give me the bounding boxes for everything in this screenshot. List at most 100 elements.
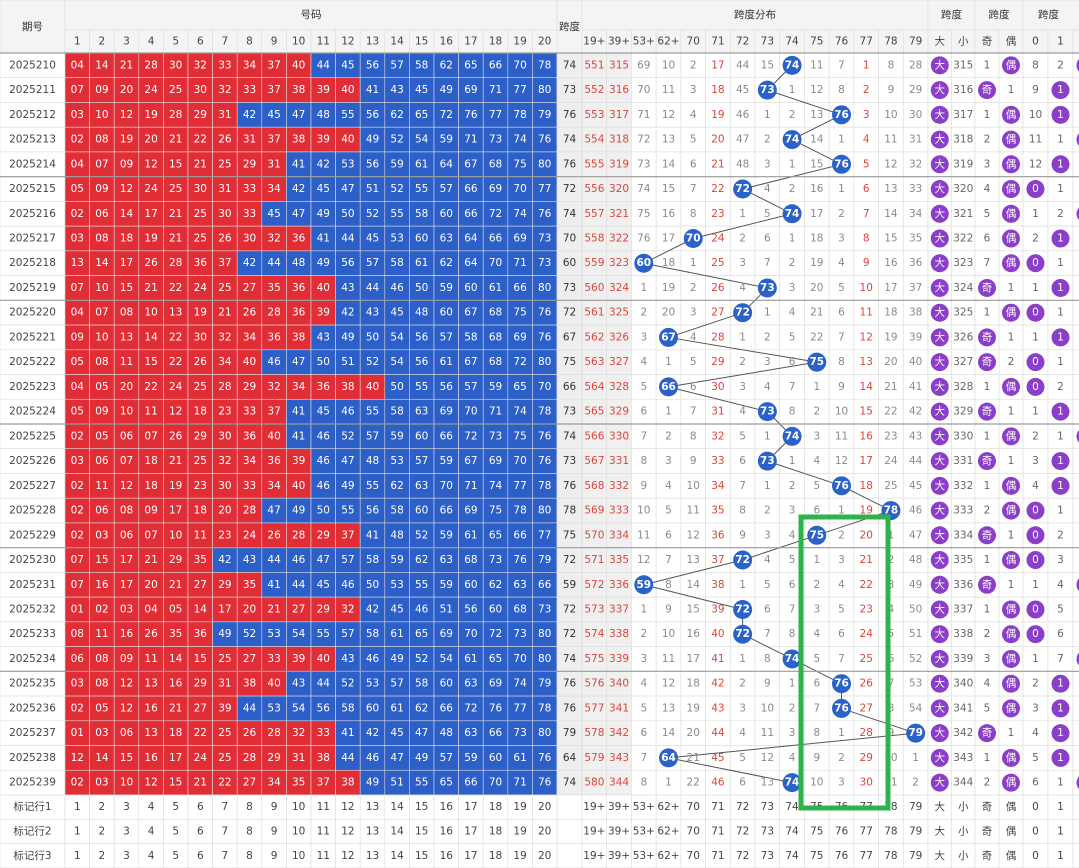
number: 66 (464, 208, 478, 220)
dist-col-label: 19+ (583, 850, 605, 862)
number: 80 (538, 727, 551, 739)
number: 25 (169, 183, 182, 195)
bs-miss: 330 (953, 430, 973, 442)
dist-miss: 323 (609, 257, 629, 269)
number: 04 (71, 59, 85, 71)
dist-miss: 50 (909, 604, 922, 616)
bs-col-label: 小 (958, 801, 969, 813)
dist-miss: 327 (609, 356, 629, 368)
number: 70 (513, 59, 526, 71)
number: 55 (415, 381, 428, 393)
number: 07 (144, 529, 157, 541)
cell (853, 324, 879, 351)
dist-miss: 28 (909, 59, 922, 71)
dist-miss: 17 (884, 282, 897, 294)
number: 59 (390, 554, 403, 566)
number: 39 (292, 455, 305, 467)
number: 60 (464, 579, 477, 591)
number: 43 (317, 331, 330, 343)
period-id: 2025232 (9, 604, 56, 616)
number: 77 (538, 183, 551, 195)
cell (705, 126, 731, 153)
bs-miss: 325 (953, 307, 973, 319)
number: 36 (292, 282, 306, 294)
number: 03 (71, 678, 84, 690)
number: 57 (464, 381, 477, 393)
number: 54 (440, 653, 454, 665)
oe-miss: 1 (1008, 529, 1015, 541)
number: 37 (218, 257, 231, 269)
oe-miss: 1 (984, 604, 991, 616)
bs-miss: 319 (953, 158, 973, 170)
mod-col-label: 0 (1032, 36, 1039, 48)
dist-miss: 2 (764, 331, 771, 343)
cell (779, 102, 805, 128)
dist-col-label: 76 (835, 36, 849, 48)
number: 07 (71, 84, 84, 96)
dist-miss: 1 (764, 307, 771, 319)
period-id: 2025225 (9, 430, 56, 442)
number-cell (89, 102, 115, 128)
cell (64, 0, 558, 31)
number: 68 (489, 307, 502, 319)
number: 62 (415, 554, 428, 566)
span-value: 73 (563, 282, 576, 294)
number-cell (64, 201, 90, 227)
dist-miss: 13 (687, 554, 700, 566)
mod-miss: 11 (1029, 134, 1042, 146)
number: 36 (317, 381, 331, 393)
cell (705, 250, 731, 276)
span-value: 72 (563, 307, 576, 319)
bs-hit: 大 (935, 330, 946, 343)
bs-hit: 大 (935, 677, 946, 690)
number: 32 (267, 381, 280, 393)
number: 03 (120, 604, 133, 616)
dist-col-label: 74 (785, 826, 799, 838)
cell (974, 151, 1000, 177)
dist-miss: 18 (810, 233, 823, 245)
cell (556, 225, 583, 252)
number-col-label: 17 (464, 801, 477, 813)
number: 76 (489, 702, 503, 714)
number-cell (335, 201, 361, 227)
number: 20 (144, 579, 157, 591)
span-value: 72 (563, 183, 576, 195)
number: 41 (292, 430, 305, 442)
number-col-label: 7 (222, 36, 229, 48)
oe-hit: 偶 (1006, 232, 1017, 245)
number: 12 (120, 480, 133, 492)
number: 65 (513, 381, 526, 393)
cell (729, 250, 756, 276)
number: 21 (144, 554, 157, 566)
dist-miss: 577 (584, 702, 604, 714)
number-cell (113, 324, 140, 351)
cell (1072, 522, 1079, 548)
bs-miss: 326 (953, 331, 973, 343)
oe-hit: 偶 (1006, 133, 1017, 146)
dist-miss: 336 (609, 579, 629, 591)
number: 72 (464, 430, 477, 442)
header-mod: 跨度 (1038, 8, 1060, 21)
cell (606, 102, 632, 128)
number: 10 (95, 109, 108, 121)
mod-miss: 1 (1057, 257, 1064, 269)
number-cell (310, 275, 336, 301)
number: 72 (440, 109, 453, 121)
number: 31 (218, 183, 231, 195)
bs-hit: 大 (935, 355, 946, 368)
mod-hit: 0 (1032, 604, 1039, 616)
number-cell (507, 151, 533, 177)
number-cell (310, 126, 336, 153)
number: 48 (317, 109, 330, 121)
number-cell (187, 225, 213, 252)
bs-hit: 大 (935, 504, 946, 517)
dist-miss: 47 (736, 134, 749, 146)
period-id: 2025231 (9, 579, 56, 591)
dist-hit: 74 (785, 59, 800, 71)
number: 44 (341, 752, 355, 764)
number-col-label: 18 (489, 826, 502, 838)
oe-hit: 奇 (982, 355, 993, 368)
number: 69 (489, 678, 502, 690)
dist-miss: 2 (838, 208, 845, 220)
mod-hit: 1 (1057, 282, 1064, 294)
